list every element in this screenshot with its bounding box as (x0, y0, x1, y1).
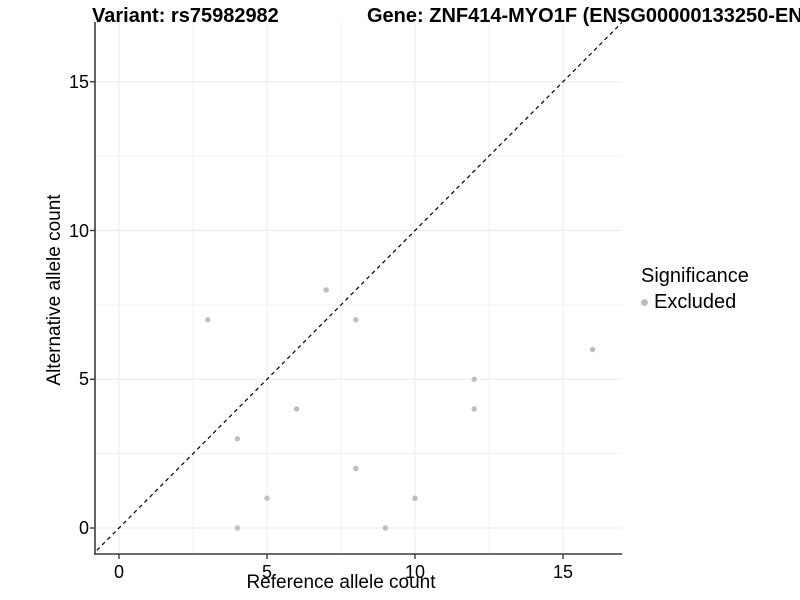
legend-entry-label: Excluded (654, 291, 737, 313)
y-tick-label: 10 (68, 220, 89, 241)
data-point (234, 525, 241, 531)
variant-title: Variant: rs75982982 (92, 5, 279, 27)
x-tick-label: 0 (113, 562, 125, 582)
y-tick-label: 0 (78, 518, 89, 538)
data-point (589, 346, 596, 353)
data-point (412, 495, 418, 501)
legend-entry: Excluded (641, 290, 749, 314)
y-tick-label: 5 (78, 369, 89, 390)
data-point (205, 317, 211, 323)
data-point (234, 436, 241, 442)
data-point (353, 465, 359, 472)
data-point (353, 317, 359, 323)
x-tick-label: 10 (404, 562, 426, 582)
data-point (264, 495, 270, 501)
legend-title: Significance (641, 265, 749, 287)
data-point (293, 406, 300, 412)
identity-dashed-line (95, 22, 622, 553)
legend: Significance Excluded (641, 264, 749, 314)
x-tick-label: 5 (261, 562, 273, 582)
data-point (382, 525, 389, 531)
legend-key-dot-icon (641, 298, 648, 306)
gene-title: Gene: ZNF414-MYO1F (ENSG00000133250-EN (367, 5, 800, 27)
y-tick-label: 15 (68, 71, 89, 92)
data-point (471, 376, 477, 382)
data-point (471, 406, 477, 412)
x-tick-label: 15 (552, 562, 574, 582)
data-point (323, 287, 329, 293)
x-axis-title: Reference allele count (246, 572, 436, 593)
